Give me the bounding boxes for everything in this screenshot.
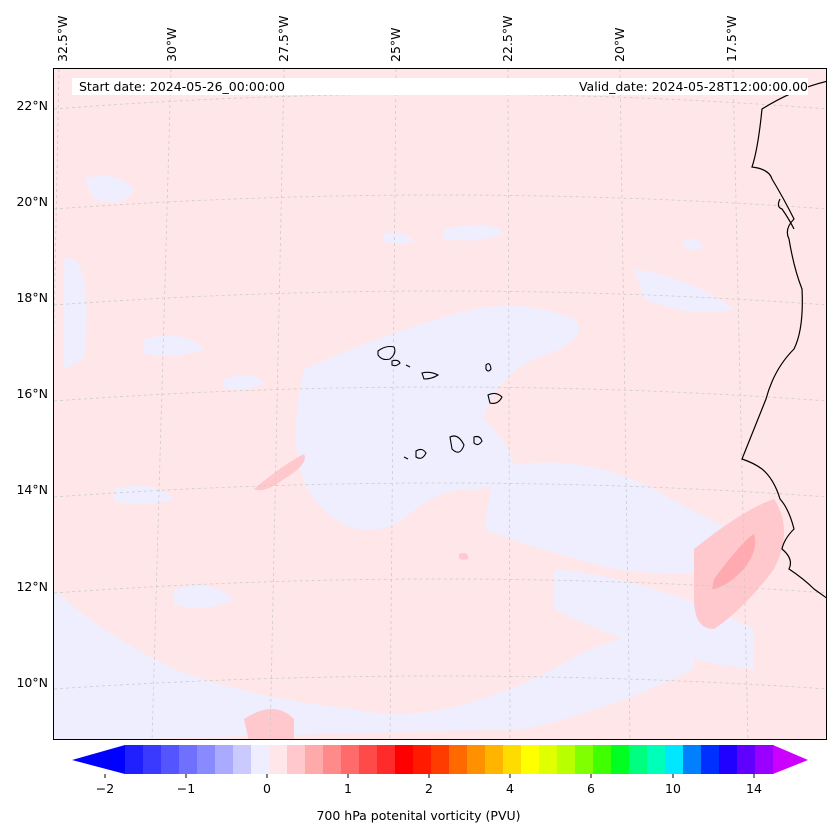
colorbar-cells [125,745,774,774]
colorbar-cell [701,745,720,774]
colorbar-cell [485,745,504,774]
valid-date-label: Valid_date: 2024-05-28T12:00:00.00 [294,78,808,95]
lat-label-20n: 20°N [16,194,48,209]
colorbar-cell [737,745,756,774]
colorbar-cell [575,745,594,774]
colorbar-cell [341,745,360,774]
colorbar-cell [557,745,576,774]
colorbar-tick-2: 2 [425,781,433,796]
colorbar-cell [413,745,432,774]
lon-label-27.5w: 27.5°W [276,15,291,62]
colorbar-cell [305,745,324,774]
colorbar-cell [179,745,198,774]
colorbar-cell [233,745,252,774]
graticule [54,69,826,739]
lat-label-14n: 14°N [16,482,48,497]
lon-label-30w: 30°W [164,27,179,62]
colorbar-cell [269,745,288,774]
colorbar-cell [683,745,702,774]
colorbar [72,745,808,778]
colorbar-cell [449,745,468,774]
colorbar-cell [287,745,306,774]
lat-label-12n: 12°N [16,579,48,594]
colorbar-tick-4: 4 [506,781,514,796]
colorbar-tick-14: 14 [746,781,762,796]
lon-label-25w: 25°W [388,27,403,62]
colorbar-extend-low [72,745,125,774]
colorbar-cell [539,745,558,774]
colorbar-cell [377,745,396,774]
colorbar-cell [665,745,684,774]
colorbar-cell [125,745,144,774]
colorbar-cell [647,745,666,774]
positive-pv-patches [244,454,784,739]
colorbar-cell [629,745,648,774]
colorbar-cell [251,745,270,774]
colorbar-cell [197,745,216,774]
lat-label-10n: 10°N [16,675,48,690]
colorbar-tick-6: 6 [587,781,595,796]
lon-label-17.5w: 17.5°W [724,15,739,62]
coastline [741,80,826,599]
lon-label-32.5w: 32.5°W [55,15,70,62]
lon-label-22.5w: 22.5°W [500,15,515,62]
colorbar-label: 700 hPa potenital vorticity (PVU) [316,808,521,823]
colorbar-cell [719,745,738,774]
colorbar-tick-marks [104,774,755,778]
colorbar-cell [467,745,486,774]
colorbar-cell [161,745,180,774]
lat-label-16n: 16°N [16,386,48,401]
lon-label-20w: 20°W [612,27,627,62]
cape-verde-islands [377,345,503,460]
colorbar-cell [215,745,234,774]
colorbar-cell [521,745,540,774]
colorbar-tick-minus1: −1 [176,781,196,796]
negative-pv-patches [54,175,754,739]
start-date-label: Start date: 2024-05-26_00:00:00 [72,78,307,95]
colorbar-cell [755,745,774,774]
colorbar-tick-10: 10 [665,781,681,796]
colorbar-cell [143,745,162,774]
colorbar-cell [611,745,630,774]
map-panel [53,68,827,740]
colorbar-cell [359,745,378,774]
colorbar-tick-0: 0 [263,781,271,796]
colorbar-cell [593,745,612,774]
colorbar-tick-1: 1 [344,781,352,796]
colorbar-cell [395,745,414,774]
colorbar-cell [431,745,450,774]
lat-label-18n: 18°N [16,290,48,305]
map-canvas [54,69,826,739]
colorbar-extend-high [773,745,808,774]
lat-label-22n: 22°N [16,98,48,113]
colorbar-tick-minus2: −2 [95,781,115,796]
colorbar-cell [503,745,522,774]
colorbar-cell [323,745,342,774]
